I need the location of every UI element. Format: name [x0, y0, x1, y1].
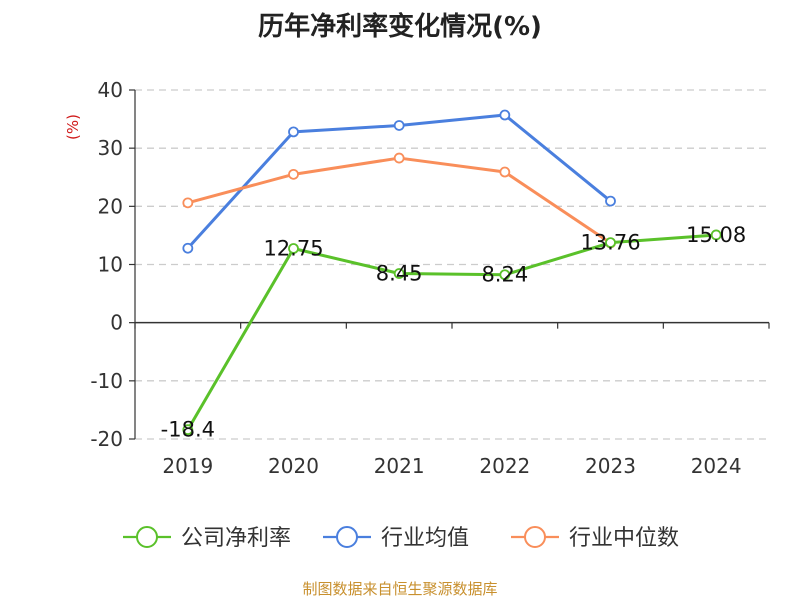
- data-label: 8.24: [481, 263, 528, 287]
- data-point: [182, 424, 194, 436]
- x-tick-label: 2024: [691, 454, 742, 478]
- legend-label: 公司净利率: [181, 526, 291, 551]
- y-tick-label: 20: [98, 194, 123, 218]
- data-point: [393, 120, 405, 131]
- legend-marker: [524, 526, 546, 548]
- x-tick-label: 2021: [374, 454, 425, 478]
- data-point: [288, 243, 299, 254]
- y-tick-label: 10: [98, 253, 123, 277]
- data-point: [499, 166, 511, 178]
- data-point: [605, 237, 616, 249]
- y-axis-label: (%): [64, 114, 82, 140]
- data-point: [182, 242, 194, 254]
- data-label: 15.08: [686, 223, 746, 247]
- chart-title: 历年净利率变化情况(%): [258, 12, 542, 42]
- data-point: [499, 269, 511, 281]
- x-tick-label: 2022: [479, 454, 530, 478]
- data-point: [499, 109, 511, 121]
- data-point: [288, 168, 299, 180]
- y-tick-label: 40: [98, 78, 123, 102]
- data-point: [710, 229, 722, 241]
- data-point: [393, 268, 405, 279]
- source-note: 制图数据来自恒生聚源数据库: [302, 580, 498, 598]
- x-tick-label: 2019: [162, 454, 213, 478]
- data-label: 12.75: [263, 237, 323, 261]
- x-tick-label: 2023: [585, 454, 636, 478]
- data-point: [393, 152, 405, 164]
- y-tick-label: -10: [90, 369, 123, 393]
- legend-label: 行业中位数: [569, 526, 679, 551]
- data-point: [288, 126, 299, 138]
- legend-marker: [336, 526, 358, 548]
- series-line-0: [186, 233, 717, 431]
- data-label: -18.4: [161, 418, 215, 442]
- data-point: [182, 197, 194, 209]
- y-tick-label: 0: [110, 311, 123, 335]
- data-point: [605, 195, 616, 207]
- y-tick-label: -20: [90, 427, 123, 451]
- y-tick-label: 30: [98, 136, 123, 160]
- series-line-2: [187, 156, 612, 245]
- legend-marker: [136, 526, 158, 548]
- legend-label: 行业均值: [381, 526, 469, 551]
- data-label: 13.76: [580, 231, 640, 255]
- x-tick-label: 2020: [268, 454, 319, 478]
- data-label: 8.45: [376, 262, 423, 286]
- series-line-1: [186, 113, 612, 250]
